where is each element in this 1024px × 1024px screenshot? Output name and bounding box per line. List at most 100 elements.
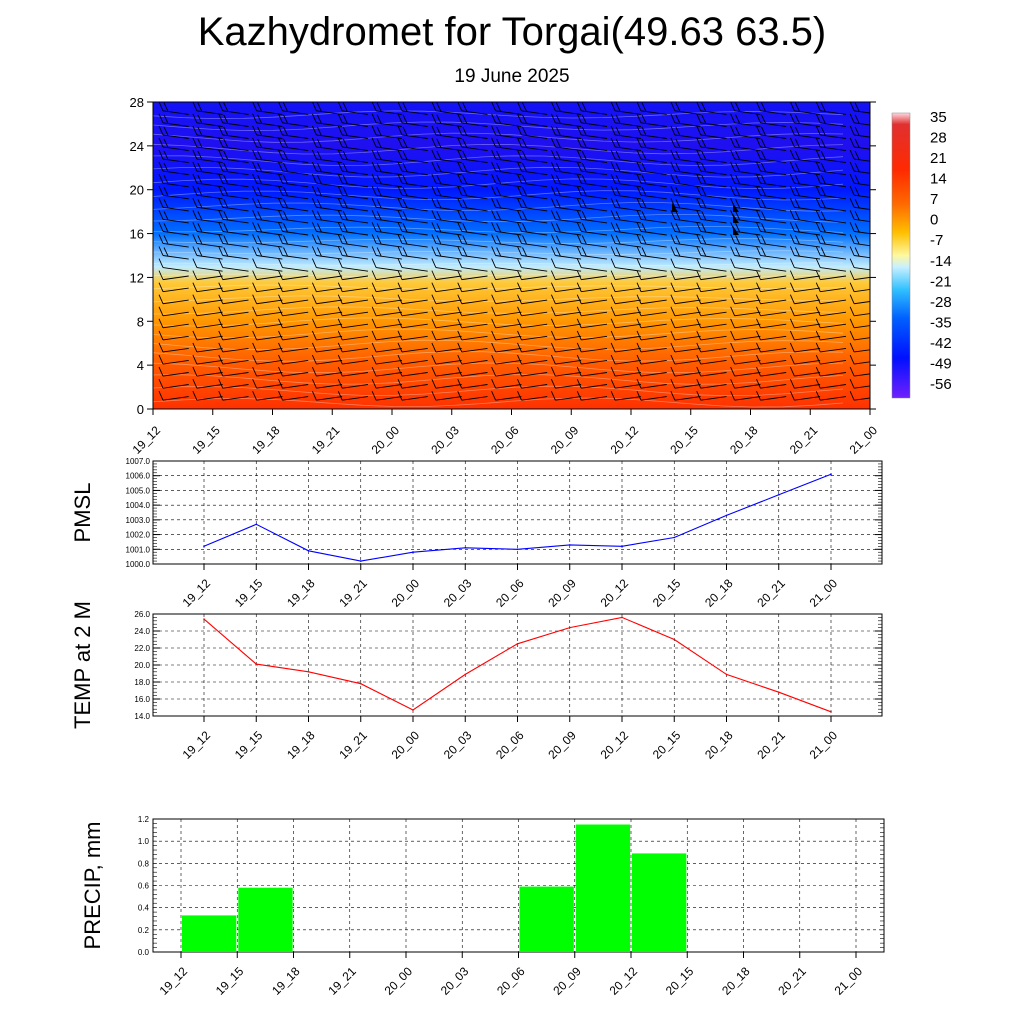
wind-barb <box>435 299 462 305</box>
contour-line <box>153 178 844 190</box>
wind-barb-feather <box>522 162 527 172</box>
y-tick-label: 1005.0 <box>126 486 151 495</box>
wind-barb-feather <box>610 258 616 268</box>
wind-barb <box>521 359 548 365</box>
wind-barb-feather <box>641 211 647 221</box>
precip-bar <box>182 915 237 952</box>
wind-barb-feather <box>670 378 676 389</box>
wind-barb <box>615 158 641 164</box>
wind-barb-feather <box>701 223 707 233</box>
wind-barb <box>760 384 787 389</box>
wind-barb-feather <box>615 235 621 245</box>
wind-barb-feather <box>278 318 283 329</box>
wind-barb-feather <box>789 258 795 268</box>
wind-barb-feather <box>756 234 761 244</box>
x-tick-label: 19_18 <box>249 423 283 457</box>
wind-barb-feather <box>376 138 382 148</box>
wind-barb <box>615 396 641 401</box>
wind-barb <box>196 230 223 236</box>
x-tick-label: 20_00 <box>389 728 423 762</box>
x-tick-label: 20_09 <box>545 728 579 762</box>
wind-barb-feather <box>436 223 442 233</box>
wind-barb-feather <box>337 173 343 184</box>
wind-barb <box>615 146 641 152</box>
wind-barb-feather <box>730 102 736 111</box>
wind-barb-feather <box>756 342 761 353</box>
wind-barb <box>222 359 249 365</box>
wind-barb <box>760 122 787 127</box>
x-tick-label: 20_21 <box>787 423 821 457</box>
y-tick-label: 16.0 <box>134 695 150 704</box>
wind-barb-feather <box>670 306 676 316</box>
wind-barb-feather <box>636 102 642 111</box>
wind-barb <box>581 255 608 260</box>
wind-barb-feather <box>371 246 377 256</box>
wind-barb <box>162 146 189 152</box>
wind-barb <box>854 385 870 389</box>
wind-barb-feather <box>756 330 761 341</box>
wind-barb-feather <box>615 102 621 112</box>
wind-barb-feather <box>555 162 561 172</box>
colorbar-label: 35 <box>930 109 947 126</box>
wind-barb-feather <box>491 222 497 232</box>
y-tick-label: 1004.0 <box>126 501 151 510</box>
wind-barb-feather <box>641 223 647 233</box>
wind-barb-feather <box>550 113 556 124</box>
wind-barb-feather <box>278 186 283 196</box>
wind-barb-feather <box>192 282 198 292</box>
wind-barb-feather <box>820 138 826 148</box>
wind-barb <box>495 359 522 365</box>
wind-barb <box>342 218 369 224</box>
wind-barb-feather <box>431 258 437 268</box>
wind-barb <box>162 335 189 341</box>
temp-2m-panel: 14.016.018.020.022.024.026.019_12 19_15 19… <box>70 601 883 762</box>
colorbar-label: -28 <box>930 294 952 311</box>
wind-barb-feather <box>457 161 463 172</box>
wind-barb-feather <box>730 391 736 401</box>
wind-barb <box>495 347 522 353</box>
wind-barb-feather <box>517 306 522 316</box>
wind-barb-feather <box>735 114 741 124</box>
wind-barb-feather <box>192 378 198 389</box>
wind-barb <box>820 170 847 176</box>
wind-barb-feather <box>342 211 348 221</box>
data-point <box>464 547 467 549</box>
wind-barb-feather <box>854 223 860 233</box>
wind-barb-feather <box>756 294 761 304</box>
wind-barb-feather <box>342 150 348 160</box>
wind-barb <box>461 311 488 317</box>
wind-barb <box>435 359 462 365</box>
wind-barb-feather <box>815 102 821 111</box>
wind-barb-feather <box>311 378 317 389</box>
wind-barb <box>376 275 402 281</box>
wind-barb-feather <box>576 173 582 184</box>
wind-barb-feather <box>337 282 343 292</box>
x-tick-label: 20_06 <box>493 576 527 610</box>
wind-barb <box>521 146 548 152</box>
wind-barb-feather <box>278 161 283 172</box>
wind-barb-feather <box>218 161 224 172</box>
wind-barb-feather <box>756 378 761 389</box>
wind-barb-feather <box>376 199 382 208</box>
wind-barb-feather <box>641 150 647 160</box>
wind-barb <box>674 182 701 188</box>
wind-barb-feather <box>576 149 582 160</box>
wind-barb-feather <box>311 282 317 292</box>
wind-barb-feather <box>192 222 198 232</box>
wind-barb-feather <box>316 138 322 148</box>
wind-barb-feather <box>457 186 463 196</box>
wind-barb-feather <box>457 391 463 401</box>
wind-barb <box>435 275 462 281</box>
wind-barb <box>521 182 548 188</box>
wind-barb-feather <box>283 235 288 245</box>
wind-barb <box>342 194 369 200</box>
wind-barb <box>521 311 548 317</box>
wind-barb <box>342 359 369 365</box>
wind-barb <box>794 110 821 115</box>
wind-barb-feather <box>496 223 502 233</box>
y-tick-label: 1.0 <box>138 837 150 846</box>
wind-barb-feather <box>756 137 761 148</box>
wind-barb-feather <box>789 161 795 172</box>
wind-barb <box>162 110 189 115</box>
wind-barb <box>196 323 223 329</box>
